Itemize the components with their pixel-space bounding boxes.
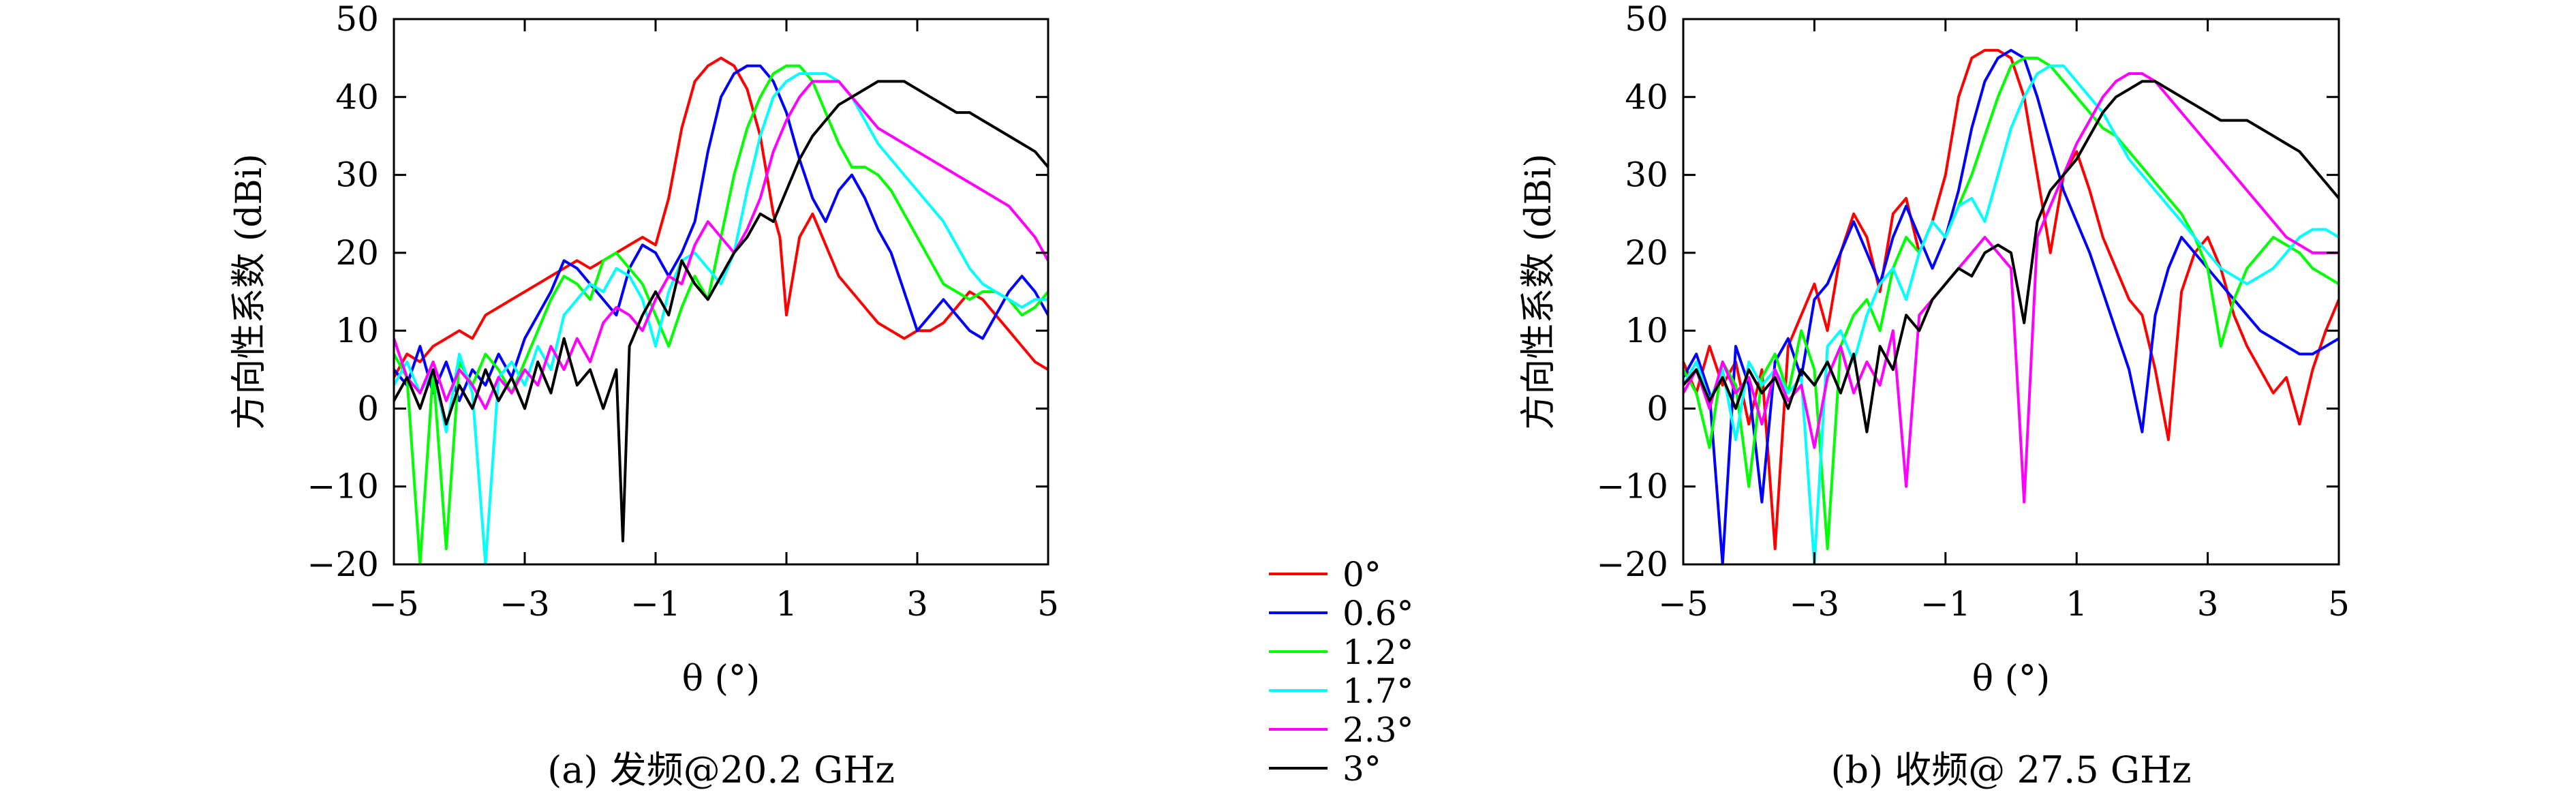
x-tick-label: −1	[1920, 584, 1971, 624]
chart-a: −5 −3 −1 1 3 5 −20 −10 0 10 20 30 40 50 θ (°) 方向性系数 (dB…	[229, 0, 1059, 791]
y-tick-label: 30	[335, 155, 379, 195]
y-tick-label: −20	[1596, 545, 1668, 584]
chart-b: −5 −3 −1 1 3 5 −20 −10 0 10 20 30 40 50 θ (°) 方向性系数 (dB…	[1518, 0, 2350, 791]
legend-label: 0°	[1343, 555, 1381, 594]
x-tick-label: −3	[1790, 584, 1840, 624]
y-tick-label: 30	[1625, 155, 1668, 195]
y-tick-label: 10	[335, 311, 379, 350]
y-axis-label: 方向性系数 (dBi)	[229, 153, 270, 429]
y-tick-label: 20	[1625, 233, 1668, 273]
y-tick-label: 10	[1625, 311, 1668, 350]
y-tick-label: 0	[357, 389, 379, 428]
chart-caption: (a) 发频@20.2 GHz	[547, 748, 895, 791]
y-tick-label: 40	[1625, 77, 1668, 117]
legend: 0°0.6°1.2°1.7°2.3°3°	[1269, 555, 1414, 789]
series-line-1.7°	[394, 72, 1048, 564]
x-axis-label: θ (°)	[682, 658, 760, 699]
legend-label: 3°	[1343, 749, 1381, 789]
series-line-0°	[394, 57, 1048, 378]
x-tick-label: 5	[1037, 584, 1059, 624]
series-line-3°	[394, 80, 1048, 543]
x-tick-label: −1	[630, 584, 681, 624]
y-axis-label: 方向性系数 (dBi)	[1518, 153, 1559, 429]
x-tick-label: 1	[2066, 584, 2087, 624]
series-line-1.7°	[1683, 64, 2339, 564]
legend-label: 2.3°	[1343, 710, 1414, 750]
series-line-0°	[1683, 48, 2339, 551]
x-tick-label: 5	[2328, 584, 2350, 624]
x-axis-label: θ (°)	[1972, 658, 2050, 699]
y-tick-label: 50	[335, 0, 379, 39]
y-tick-label: 50	[1625, 0, 1668, 39]
y-tick-label: −10	[1596, 467, 1668, 506]
series-line-2.3°	[394, 80, 1048, 410]
plot-frame	[393, 18, 1049, 566]
legend-label: 1.2°	[1343, 633, 1414, 672]
x-tick-label: 3	[906, 584, 928, 624]
plot-area	[1683, 48, 2339, 564]
plot-frame	[1682, 18, 2340, 566]
series-line-1.2°	[1683, 57, 2339, 551]
y-tick-label: −10	[307, 467, 379, 506]
y-tick-label: 40	[335, 77, 379, 117]
series-line-0.6°	[1683, 48, 2339, 564]
legend-label: 0.6°	[1343, 594, 1414, 633]
y-tick-label: 0	[1646, 389, 1668, 428]
x-tick-label: −3	[500, 584, 550, 624]
y-tick-label: −20	[307, 545, 379, 584]
series-line-3°	[1683, 80, 2339, 434]
legend-label: 1.7°	[1343, 671, 1414, 711]
chart-caption: (b) 收频@ 27.5 GHz	[1830, 748, 2191, 791]
plot-area	[394, 57, 1048, 564]
y-tick-label: 20	[335, 233, 379, 273]
x-tick-label: −5	[369, 584, 419, 624]
x-tick-label: 3	[2197, 584, 2219, 624]
x-tick-label: −5	[1658, 584, 1708, 624]
series-line-0.6°	[394, 64, 1048, 402]
x-tick-label: 1	[776, 584, 797, 624]
